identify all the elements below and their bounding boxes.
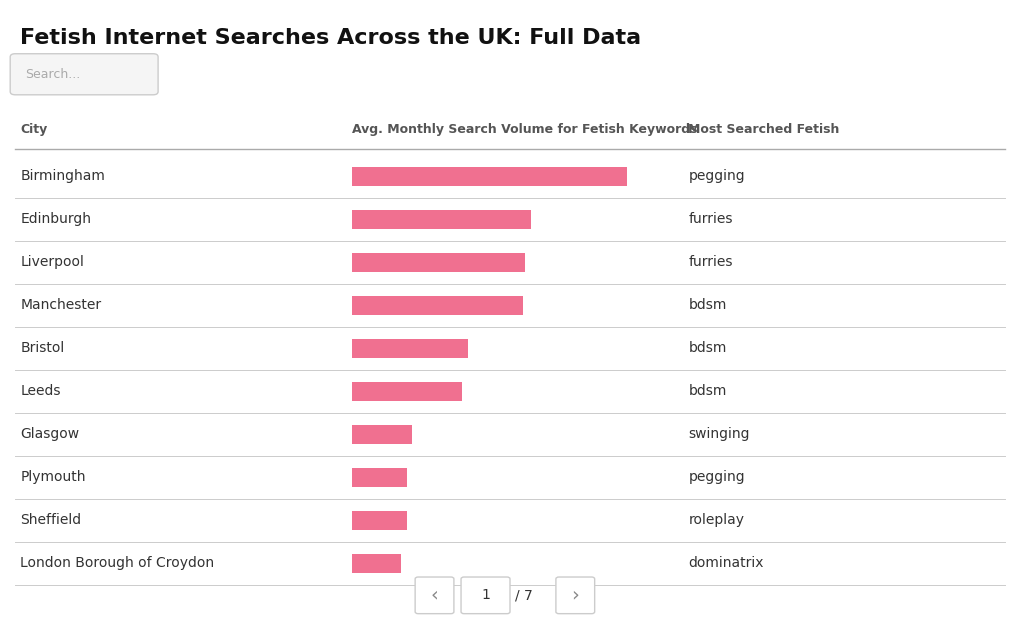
Text: Fetish Internet Searches Across the UK: Full Data: Fetish Internet Searches Across the UK: … bbox=[20, 28, 641, 49]
FancyBboxPatch shape bbox=[555, 577, 594, 614]
Text: furries: furries bbox=[688, 255, 733, 269]
Text: Sheffield: Sheffield bbox=[20, 513, 82, 527]
Text: ‹: ‹ bbox=[430, 586, 438, 605]
Text: Bristol: Bristol bbox=[20, 341, 64, 355]
Text: / 7: / 7 bbox=[515, 588, 532, 602]
FancyBboxPatch shape bbox=[352, 554, 401, 573]
Text: Most Searched Fetish: Most Searched Fetish bbox=[688, 123, 839, 136]
Text: pegging: pegging bbox=[688, 169, 745, 183]
FancyBboxPatch shape bbox=[10, 54, 158, 95]
Text: Plymouth: Plymouth bbox=[20, 470, 86, 484]
FancyBboxPatch shape bbox=[352, 382, 462, 401]
Text: Leeds: Leeds bbox=[20, 384, 61, 398]
Text: Search...: Search... bbox=[25, 68, 81, 81]
FancyBboxPatch shape bbox=[352, 296, 522, 315]
FancyBboxPatch shape bbox=[352, 511, 407, 530]
FancyBboxPatch shape bbox=[352, 167, 627, 186]
FancyBboxPatch shape bbox=[352, 210, 530, 229]
Text: Glasgow: Glasgow bbox=[20, 427, 79, 441]
Text: bdsm: bdsm bbox=[688, 341, 727, 355]
Text: pegging: pegging bbox=[688, 470, 745, 484]
Text: London Borough of Croydon: London Borough of Croydon bbox=[20, 556, 214, 570]
FancyBboxPatch shape bbox=[352, 253, 525, 272]
Text: 1: 1 bbox=[481, 588, 489, 602]
Text: Birmingham: Birmingham bbox=[20, 169, 105, 183]
FancyBboxPatch shape bbox=[461, 577, 510, 614]
Text: bdsm: bdsm bbox=[688, 298, 727, 312]
Text: roleplay: roleplay bbox=[688, 513, 744, 527]
Text: dominatrix: dominatrix bbox=[688, 556, 763, 570]
Text: swinging: swinging bbox=[688, 427, 749, 441]
Text: bdsm: bdsm bbox=[688, 384, 727, 398]
Text: Liverpool: Liverpool bbox=[20, 255, 85, 269]
Text: ›: › bbox=[571, 586, 579, 605]
FancyBboxPatch shape bbox=[352, 468, 407, 487]
Text: City: City bbox=[20, 123, 48, 136]
FancyBboxPatch shape bbox=[352, 425, 412, 444]
FancyBboxPatch shape bbox=[352, 339, 467, 358]
FancyBboxPatch shape bbox=[415, 577, 453, 614]
Text: furries: furries bbox=[688, 212, 733, 226]
Text: Edinburgh: Edinburgh bbox=[20, 212, 92, 226]
Text: Avg. Monthly Search Volume for Fetish Keywords: Avg. Monthly Search Volume for Fetish Ke… bbox=[352, 123, 697, 136]
Text: Manchester: Manchester bbox=[20, 298, 102, 312]
